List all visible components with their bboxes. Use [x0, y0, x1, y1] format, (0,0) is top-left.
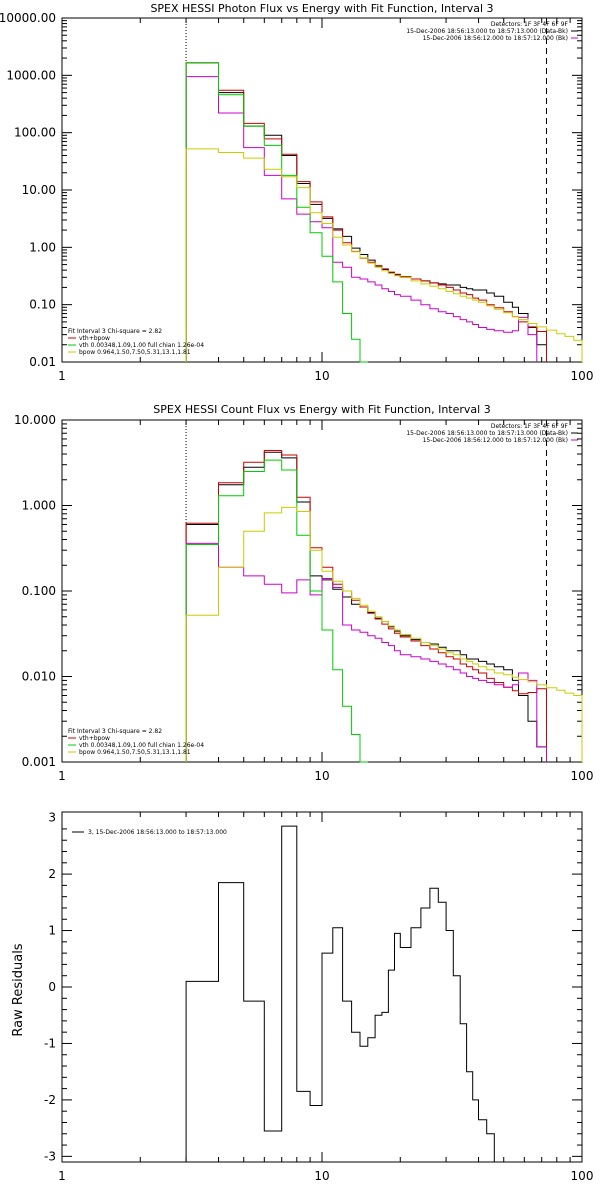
- series-line: [185, 459, 368, 763]
- x-tick-label: 1: [58, 369, 66, 383]
- y-tick-label: 1.00: [29, 240, 56, 254]
- y-tick-label: 0.10: [29, 298, 56, 312]
- y-tick-label: -1: [44, 1036, 56, 1050]
- x-tick-label: 10: [314, 1169, 329, 1183]
- x-tick-label: 1: [58, 1169, 66, 1183]
- legend-bottom-text: vth+bpow: [79, 735, 110, 742]
- legend-bottom-text: Fit Interval 3 Chi-square = 2.82: [68, 328, 162, 335]
- count-flux-chart-title: SPEX HESSI Count Flux vs Energy with Fit…: [153, 403, 490, 416]
- y-tick-label: 2: [48, 867, 56, 881]
- y-tick-label: -3: [44, 1149, 56, 1163]
- legend-bottom-text: bpow 0.964,1.50,7.50,5.31,13.1,1.81: [79, 349, 191, 356]
- series-line: [185, 62, 547, 362]
- y-tick-label: 1.000: [22, 499, 56, 513]
- legend-top-text: 15-Dec-2006 18:56:13.000 to 18:57:13.000…: [406, 430, 568, 437]
- legend-text: 3, 15-Dec-2006 18:56:13.000 to 18:57:13.…: [88, 829, 227, 836]
- legend-top-text: 15-Dec-2006 18:56:13.000 to 18:57:13.000…: [406, 28, 568, 35]
- y-tick-label: 1: [48, 924, 56, 938]
- series-line: [185, 825, 547, 1163]
- y-tick-label: 1000.00: [6, 68, 56, 82]
- series-line: [185, 148, 583, 362]
- legend-bottom-text: vth 0.00348,1.09,1.00 full chian 1.26e-0…: [79, 742, 204, 749]
- series-line: [185, 506, 583, 762]
- y-tick-label: 0: [48, 980, 56, 994]
- legend-top-text: 15-Dec-2006 18:56:12.000 to 18:57:12.000…: [423, 437, 568, 444]
- legend-top-text: Detectors: 1F 3F 4F 6F 9F: [491, 423, 569, 430]
- legend-top-text: Detectors: 1F 3F 4F 6F 9F: [491, 21, 569, 28]
- y-tick-label: -2: [44, 1093, 56, 1107]
- x-tick-label: 1: [58, 769, 66, 783]
- photon-flux-panel: SPEX HESSI Photon Flux vs Energy with Fi…: [0, 2, 593, 383]
- y-tick-label: 3: [48, 811, 56, 825]
- y-tick-label: 10.000: [14, 413, 56, 427]
- y-tick-label: 10.00: [22, 183, 56, 197]
- y-tick-label: 100.00: [14, 126, 56, 140]
- series-line: [185, 450, 547, 762]
- x-tick-label: 100: [571, 769, 594, 783]
- residuals-y-axis-label: Raw Residuals: [11, 943, 26, 1036]
- x-tick-label: 10: [314, 369, 329, 383]
- legend-bottom-text: Fit Interval 3 Chi-square = 2.82: [68, 728, 162, 735]
- legend-bottom-text: vth+bpow: [79, 335, 110, 342]
- x-tick-label: 100: [571, 369, 594, 383]
- y-tick-label: 10000.00: [0, 11, 56, 25]
- series-line: [185, 62, 547, 362]
- series-line: [185, 62, 368, 363]
- legend-bottom-text: vth 0.00348,1.09,1.00 full chian 1.26e-0…: [79, 342, 204, 349]
- series-line: [185, 542, 547, 762]
- y-tick-label: 0.01: [29, 355, 56, 369]
- legend-top-text: 15-Dec-2006 18:56:12.000 to 18:57:12.000…: [423, 35, 568, 42]
- count-flux-panel: SPEX HESSI Count Flux vs Energy with Fit…: [14, 403, 593, 783]
- y-tick-label: 0.010: [22, 670, 56, 684]
- legend-bottom-text: bpow 0.964,1.50,7.50,5.31,13.1,1.81: [79, 749, 191, 756]
- y-tick-label: 0.100: [22, 584, 56, 598]
- photon-flux-chart-title: SPEX HESSI Photon Flux vs Energy with Fi…: [150, 2, 493, 15]
- series-line: [185, 76, 538, 362]
- x-tick-label: 100: [571, 1169, 594, 1183]
- y-tick-label: 0.001: [22, 755, 56, 769]
- x-tick-label: 10: [314, 769, 329, 783]
